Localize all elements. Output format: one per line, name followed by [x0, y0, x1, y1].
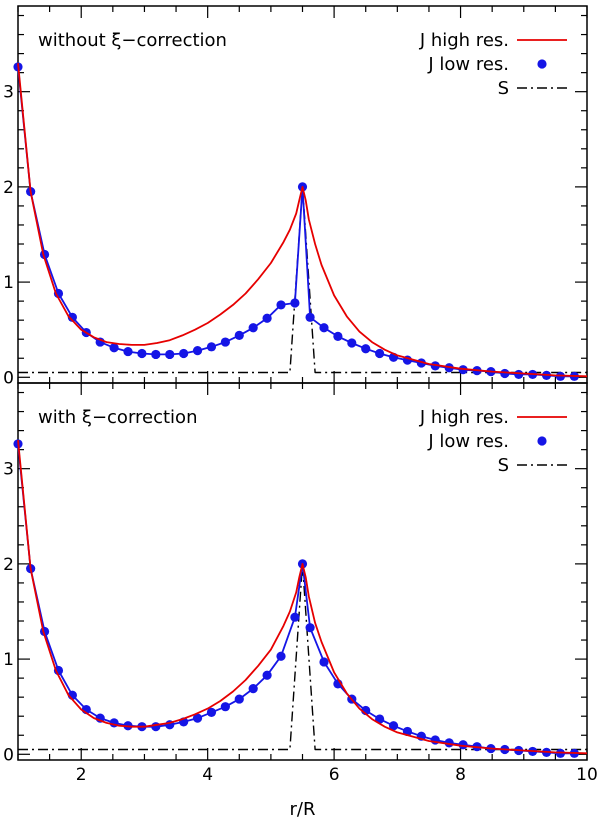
- data-point: [151, 722, 161, 732]
- data-point: [375, 348, 385, 359]
- panel-bottom: 0 1 2 3 2 4 6 8 10 with ξ−correction J high res.…: [3, 382, 598, 785]
- series-line-low-res: [17, 443, 575, 755]
- series-layer: [13, 439, 588, 758]
- data-point: [262, 670, 272, 680]
- legend-label-source: S: [498, 78, 509, 99]
- data-point: [123, 346, 133, 357]
- data-point: [430, 361, 440, 371]
- data-point: [151, 349, 161, 360]
- legend: J high res. J low res. S: [419, 407, 567, 476]
- data-point: [206, 707, 217, 717]
- legend: J high res. J low res. S: [419, 30, 567, 99]
- data-point: [234, 694, 244, 704]
- data-point: [305, 623, 315, 633]
- x-tick-label: 8: [455, 765, 466, 785]
- data-point: [192, 713, 203, 723]
- data-point: [206, 342, 217, 352]
- data-point: [220, 702, 230, 712]
- data-point: [319, 657, 329, 667]
- y-tick-label: 1: [3, 650, 14, 670]
- data-point: [179, 348, 189, 359]
- legend-label-high-res: J high res.: [419, 407, 509, 428]
- legend-label-low-res: J low res.: [427, 431, 509, 452]
- legend-swatch-low-res: [537, 59, 547, 69]
- data-point: [500, 368, 510, 379]
- y-tick-label: 2: [3, 555, 14, 575]
- data-point: [262, 313, 272, 323]
- x-tick-label: 4: [202, 765, 213, 785]
- legend-label-high-res: J high res.: [419, 30, 509, 51]
- y-tick-label: 1: [3, 273, 14, 293]
- data-point: [220, 337, 230, 347]
- data-point: [458, 740, 468, 750]
- data-point: [333, 331, 343, 341]
- data-point: [248, 323, 258, 333]
- data-point: [234, 330, 244, 340]
- y-tick-label: 0: [3, 368, 14, 388]
- legend-label-source: S: [498, 455, 509, 476]
- y-tick-label: 0: [3, 745, 14, 765]
- data-point: [290, 298, 300, 308]
- data-point: [165, 349, 175, 360]
- data-point: [347, 338, 357, 348]
- series-line-low-res: [17, 66, 575, 378]
- data-point: [276, 300, 286, 310]
- data-point: [388, 721, 399, 731]
- data-point: [319, 323, 329, 333]
- data-point: [67, 312, 77, 322]
- panel-title: with ξ−correction: [38, 407, 197, 428]
- y-tick-label: 3: [3, 83, 14, 103]
- x-axis-label: r/R: [290, 799, 316, 820]
- data-point: [248, 683, 258, 694]
- data-point: [305, 312, 315, 322]
- y-tick-label: 3: [3, 460, 14, 480]
- data-point: [290, 612, 300, 622]
- series-line-source: [18, 186, 587, 374]
- data-point: [276, 651, 286, 661]
- legend-label-low-res: J low res.: [427, 54, 509, 75]
- x-tick-label: 2: [76, 765, 87, 785]
- series-line-high-res: [17, 63, 588, 378]
- x-tick-label: 6: [329, 765, 340, 785]
- data-point: [137, 348, 147, 359]
- legend-swatch-low-res: [537, 436, 547, 446]
- series-line-source: [18, 563, 587, 751]
- axis-ticks: 0 1 2 3: [3, 6, 588, 388]
- y-tick-label: 2: [3, 178, 14, 198]
- series-layer: [13, 62, 588, 381]
- series-line-high-res: [17, 440, 588, 755]
- panel-title: without ξ−correction: [38, 30, 227, 51]
- data-point: [192, 346, 203, 356]
- data-point: [109, 343, 119, 353]
- panel-top: 0 1 2 3 without ξ−correction J high res. J …: [3, 5, 588, 388]
- data-point: [514, 369, 524, 380]
- x-tick-label: 10: [576, 765, 598, 785]
- data-point: [361, 344, 371, 354]
